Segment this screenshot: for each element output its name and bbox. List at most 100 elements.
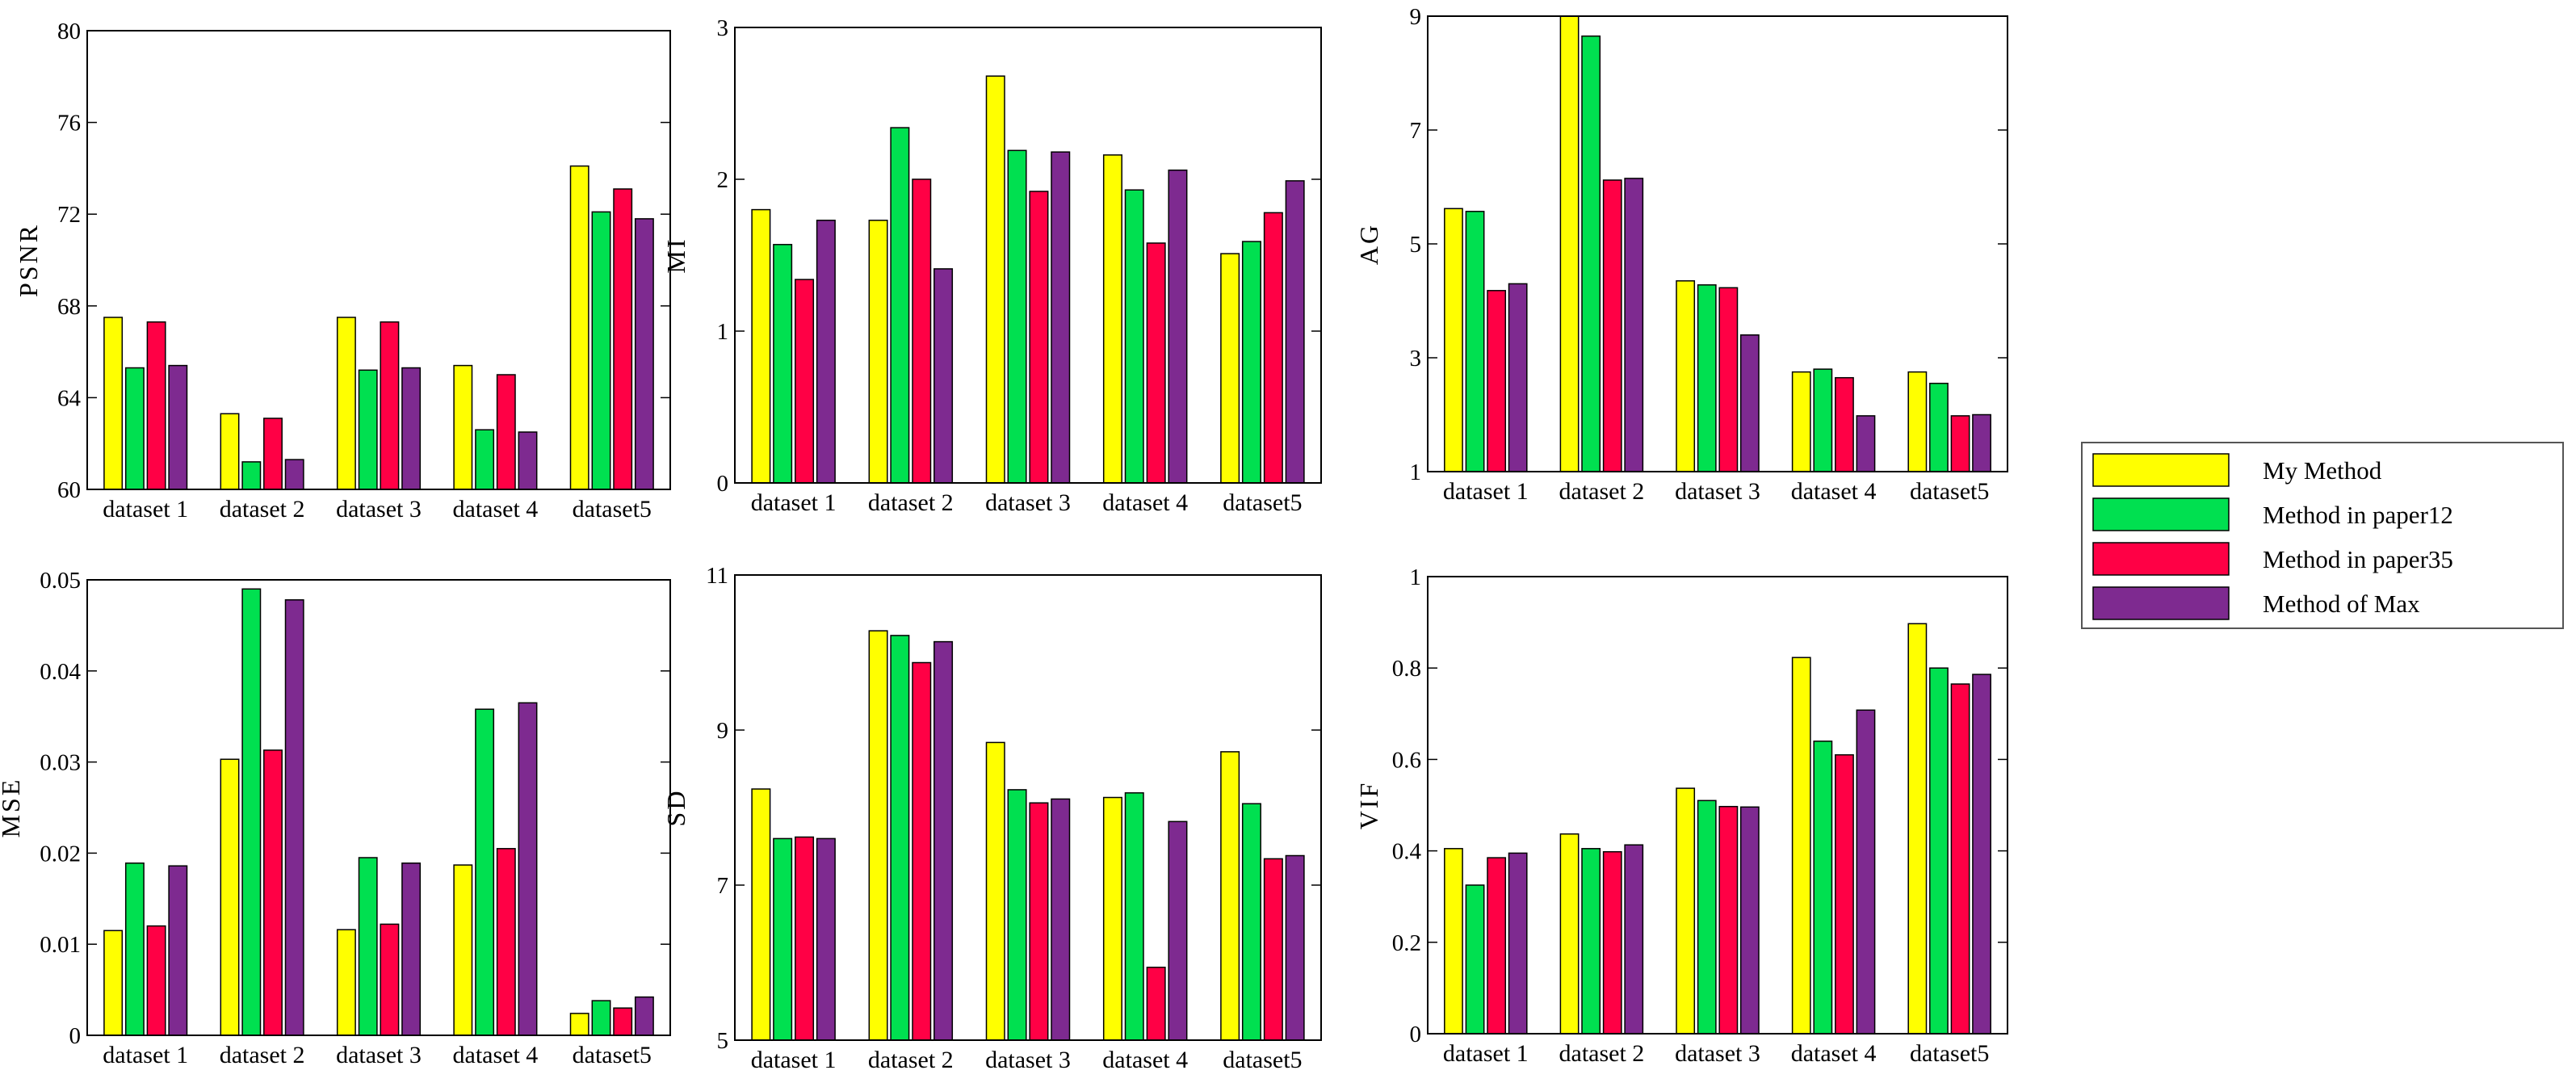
- bar-ag-1-2: [1465, 211, 1485, 472]
- y-tick-label: 11: [706, 563, 728, 589]
- y-axis-label: MSE: [0, 778, 25, 838]
- x-tick-label: dataset 3: [985, 489, 1071, 516]
- bar-mse-3-2: [358, 857, 378, 1036]
- x-tick-label: dataset5: [573, 1042, 652, 1068]
- x-tick-label: dataset 2: [220, 496, 305, 523]
- bar-psnr-4-1: [453, 364, 473, 490]
- bar-ag-5-3: [1950, 415, 1970, 472]
- y-axis-label: SD: [661, 789, 690, 827]
- bar-vif-5-2: [1929, 667, 1949, 1035]
- legend-swatch-1: [2092, 453, 2230, 487]
- x-tick-label: dataset 2: [868, 1047, 954, 1073]
- y-tick-label: 3: [1410, 346, 1422, 371]
- bar-mse-2-2: [241, 588, 262, 1036]
- y-tick-label: 2: [717, 167, 729, 193]
- y-tick-label: 0.4: [1392, 839, 1422, 865]
- bar-ag-5-4: [1972, 413, 1991, 472]
- bar-mse-2-3: [263, 749, 283, 1036]
- bar-mse-1-2: [124, 862, 145, 1036]
- bar-mse-2-1: [220, 758, 240, 1036]
- y-tick-label: 7: [1410, 118, 1422, 144]
- y-tick-label: 7: [717, 873, 729, 899]
- bar-mse-5-4: [634, 996, 654, 1036]
- bar-vif-4-2: [1813, 741, 1833, 1035]
- x-tick-label: dataset5: [1223, 489, 1302, 516]
- chart-ag: dataset 1 dataset 2 dataset 3 dataset 4 data…: [1354, 4, 2008, 505]
- bar-ag-2-2: [1581, 35, 1601, 472]
- bar-mse-5-3: [613, 1007, 633, 1036]
- x-tick-label: dataset 1: [103, 496, 188, 523]
- chart-mi: dataset 1 dataset 2 dataset 3 dataset 4 data…: [661, 15, 1322, 516]
- y-tick-label: 72: [57, 202, 81, 228]
- x-tick-label: dataset 1: [751, 1047, 837, 1073]
- x-tick-label: dataset5: [1910, 1040, 1989, 1067]
- bar-mi-5-1: [1220, 253, 1240, 484]
- bar-ag-4-4: [1856, 415, 1876, 472]
- bar-mi-1-1: [751, 208, 771, 484]
- bar-vif-2-2: [1581, 848, 1601, 1035]
- bar-ag-1-3: [1487, 290, 1507, 472]
- x-tick-label: dataset 3: [1675, 1040, 1760, 1067]
- bar-vif-1-2: [1465, 884, 1485, 1035]
- bar-mse-4-4: [518, 702, 538, 1036]
- bar-mi-4-3: [1146, 242, 1166, 484]
- axes-frame: [86, 30, 671, 490]
- bar-psnr-5-4: [634, 218, 654, 490]
- bar-mi-3-3: [1029, 191, 1049, 484]
- bar-psnr-4-4: [518, 431, 538, 490]
- bar-ag-1-1: [1444, 208, 1463, 472]
- bar-mi-3-4: [1051, 151, 1071, 484]
- bar-psnr-2-4: [284, 459, 304, 490]
- charts-area: dataset 1 dataset 2 dataset 3 dataset 4 data…: [0, 4, 2008, 1073]
- bar-ag-3-4: [1739, 334, 1760, 472]
- y-axis-label: AG: [1354, 223, 1383, 265]
- bar-ag-4-3: [1835, 376, 1854, 472]
- x-tick-label: dataset 1: [1443, 478, 1529, 505]
- y-tick-label: 80: [57, 19, 81, 44]
- bar-mse-3-1: [336, 929, 356, 1036]
- bar-mse-1-3: [146, 925, 166, 1036]
- x-tick-label: dataset 2: [1559, 1040, 1645, 1067]
- bar-sd-2-4: [933, 640, 954, 1041]
- y-tick-label: 0: [717, 471, 729, 497]
- y-tick-label: 68: [57, 294, 81, 320]
- x-tick-label: dataset 3: [336, 1042, 422, 1068]
- chart-sd: dataset 1 dataset 2 dataset 3 dataset 4 data…: [661, 563, 1322, 1073]
- y-tick-label: 0.2: [1392, 930, 1421, 956]
- bar-ag-2-1: [1559, 15, 1580, 472]
- bar-psnr-5-3: [613, 188, 633, 490]
- x-tick-label: dataset 4: [1102, 489, 1188, 516]
- y-tick-label: 5: [717, 1028, 729, 1054]
- bar-mse-5-1: [569, 1013, 589, 1036]
- x-tick-label: dataset 1: [103, 1042, 188, 1068]
- bar-sd-2-2: [890, 635, 910, 1041]
- axes-frame: [1427, 576, 2008, 1035]
- y-tick-label: 0: [1410, 1022, 1422, 1047]
- bar-vif-4-4: [1856, 709, 1876, 1035]
- x-tick-label: dataset5: [1910, 478, 1989, 505]
- x-tick-label: dataset 3: [985, 1047, 1071, 1073]
- x-tick-label: dataset5: [1223, 1047, 1302, 1073]
- bar-psnr-5-2: [591, 211, 611, 490]
- bar-ag-4-2: [1813, 368, 1833, 472]
- legend-label-4: Method of Max: [2263, 590, 2420, 618]
- bar-vif-4-3: [1835, 753, 1854, 1035]
- y-tick-label: 9: [1410, 4, 1422, 30]
- chart-vif: dataset 1 dataset 2 dataset 3 dataset 4 data…: [1354, 564, 2008, 1067]
- bar-sd-1-4: [816, 837, 836, 1041]
- y-tick-label: 1: [1410, 460, 1422, 485]
- bar-mse-3-3: [380, 923, 400, 1036]
- bar-mse-3-4: [401, 862, 422, 1036]
- bar-sd-4-3: [1146, 967, 1166, 1041]
- bar-ag-5-1: [1907, 371, 1928, 472]
- bar-psnr-1-4: [168, 364, 188, 490]
- bar-sd-4-2: [1124, 792, 1144, 1041]
- y-tick-label: 64: [57, 385, 82, 411]
- bar-sd-2-1: [868, 630, 888, 1041]
- bar-psnr-1-3: [146, 321, 166, 490]
- bar-vif-3-2: [1697, 800, 1717, 1035]
- y-tick-label: 0.03: [40, 750, 81, 776]
- legend-swatch-2: [2092, 497, 2230, 531]
- x-tick-label: dataset 4: [453, 1042, 539, 1068]
- y-tick-label: 9: [717, 718, 729, 744]
